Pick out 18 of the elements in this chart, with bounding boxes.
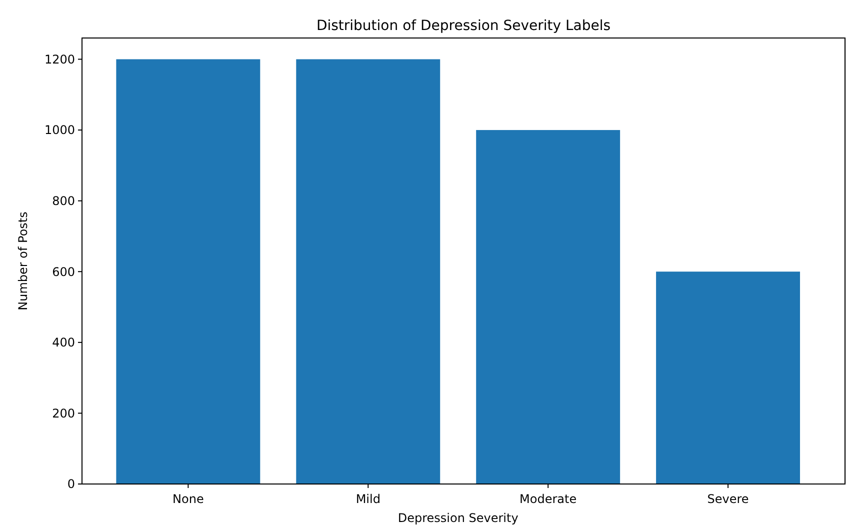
x-tick-label: Mild bbox=[356, 492, 380, 506]
x-axis-title: Depression Severity bbox=[398, 511, 518, 525]
chart-title: Distribution of Depression Severity Labels bbox=[316, 18, 611, 34]
x-tick-label: Severe bbox=[707, 492, 749, 506]
bar bbox=[476, 130, 620, 484]
y-tick-label: 200 bbox=[52, 406, 75, 420]
y-tick-label: 600 bbox=[52, 264, 75, 279]
x-tick-label: Moderate bbox=[520, 492, 577, 506]
y-tick-label: 400 bbox=[52, 336, 75, 350]
y-axis-title: Number of Posts bbox=[16, 212, 30, 310]
y-tick-label: 1200 bbox=[44, 52, 75, 66]
y-tick-label: 0 bbox=[67, 477, 75, 492]
bar bbox=[296, 59, 440, 484]
y-tick-label: 800 bbox=[52, 194, 75, 208]
bar bbox=[116, 59, 260, 484]
bar bbox=[656, 272, 800, 484]
y-tick-label: 1000 bbox=[44, 123, 75, 138]
x-tick-label: None bbox=[172, 492, 204, 506]
